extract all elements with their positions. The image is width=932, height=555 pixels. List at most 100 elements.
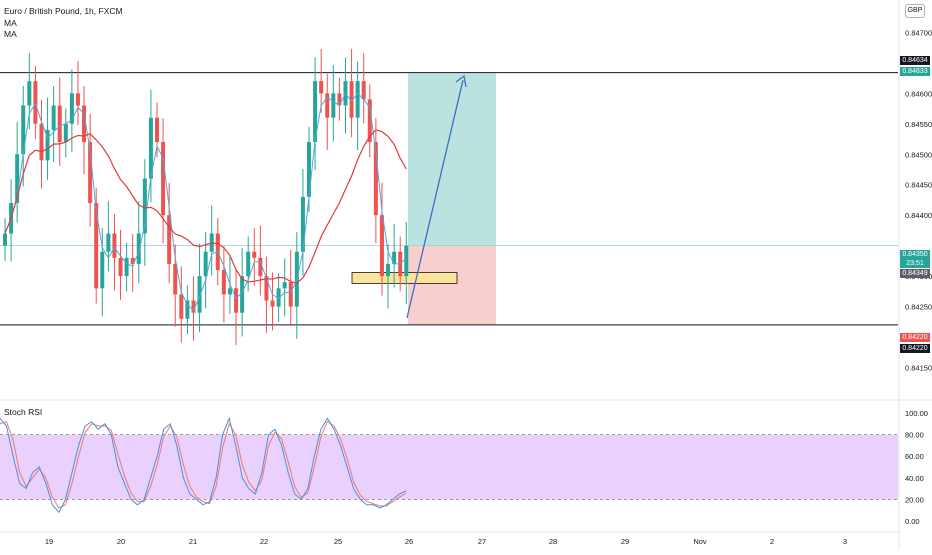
candle-body [148,117,153,179]
candle-body [349,81,354,118]
candle-body [94,203,99,289]
time-tick-label: 26 [405,537,413,546]
support-price-tag: 0.84220 [900,344,930,353]
candle-body [252,251,257,258]
time-tick-label: 20 [117,537,125,546]
candle-body [57,105,62,143]
rsi-tick-label: 40.00 [905,474,924,483]
candle-body [270,300,275,307]
candle-body [155,117,159,143]
candle-body [130,257,135,264]
price-tick-label: 0.84250 [905,303,932,312]
candle-body [355,81,360,118]
rsi-tick-label: 20.00 [905,495,924,504]
candle-body [161,142,166,216]
projection-arrow-line [406,79,464,319]
time-tick-label: 22 [260,537,268,546]
candle-body [307,142,311,197]
price-tick-label: 0.84400 [905,211,932,220]
stoch-rsi-d-line [0,420,407,509]
candle-body [203,251,208,277]
candle-body [288,282,293,307]
candles [3,48,409,345]
candle-body [63,123,68,143]
rsi-tick-label: 80.00 [905,431,924,440]
arrow-head-icon [455,74,467,88]
candle-body [167,215,172,264]
price-tick-label: 0.84700 [905,28,932,37]
candle-body [136,233,141,264]
candle-body [240,276,245,313]
candle-body [27,81,32,106]
candle-body [3,233,7,246]
candle-body [100,251,105,289]
candle-body [361,81,366,100]
price-tick-label: 0.84450 [905,181,932,190]
candle-body [124,257,129,277]
stoch-rsi-k-line [0,416,407,514]
candle-body [282,282,287,289]
candle-body [185,300,190,319]
candle-body [51,105,56,130]
candle-body [276,288,281,307]
candle-body [234,288,239,313]
price-tick-label: 0.84550 [905,120,932,129]
candle-body [379,215,384,277]
rsi-tick-label: 60.00 [905,452,924,461]
time-tick-label: 28 [549,537,557,546]
current-price-tag: 0.84350 [900,250,930,259]
time-tick-label: 25 [334,537,342,546]
candle-body [15,154,20,203]
rsi-band [0,434,898,500]
ma-legend-2[interactable]: MA [4,29,17,39]
candle-body [75,93,80,106]
candle-body [197,276,202,313]
price-tick-label: 0.84500 [905,150,932,159]
candle-body [264,276,269,301]
currency-badge[interactable]: GBP [905,4,925,18]
ma-fast-line [4,92,407,312]
candle-body [88,142,93,203]
bar-countdown-tag: 23:51 [900,259,930,268]
candle-body [331,93,336,118]
candle-body [386,263,391,277]
candle-body [221,270,226,295]
profit-zone [408,73,496,246]
candle-body [173,263,178,295]
stoch-rsi-title[interactable]: Stoch RSI [4,407,43,417]
candle-body [373,142,378,216]
candle-body [313,81,318,143]
time-tick-label: 3 [843,537,847,546]
candle-body [404,245,409,277]
candle-body [392,251,397,264]
candle-body [246,251,251,277]
time-tick-label: 2 [770,537,774,546]
time-tick-label: Nov [693,537,707,546]
candle-body [367,99,372,143]
target-price-tag: 0.84633 [900,67,930,76]
candle-body [300,196,305,252]
symbol-title: Euro / British Pound, 1h, FXCM [4,6,123,16]
rsi-tick-label: 0.00 [905,517,920,526]
resistance-price-tag: 0.84634 [900,56,930,65]
candle-body [179,294,184,319]
candle-body [39,123,44,161]
price-tick-label: 0.84150 [905,364,932,373]
candle-body [82,105,87,143]
time-tick-label: 29 [621,537,629,546]
candle-body [118,257,123,277]
ma-legend-1[interactable]: MA [4,18,17,28]
candle-body [112,233,117,258]
candle-body [69,93,74,124]
loss-zone [408,245,496,325]
last-price-tag: 0.84349 [900,269,930,278]
candle-body [337,93,342,106]
candle-body [258,257,263,277]
stop-price-tag: 0.84220 [900,333,930,342]
ma-slow-line [4,129,407,284]
candle-body [191,300,196,313]
price-tick-label: 0.84600 [905,89,932,98]
candle-body [325,93,330,118]
